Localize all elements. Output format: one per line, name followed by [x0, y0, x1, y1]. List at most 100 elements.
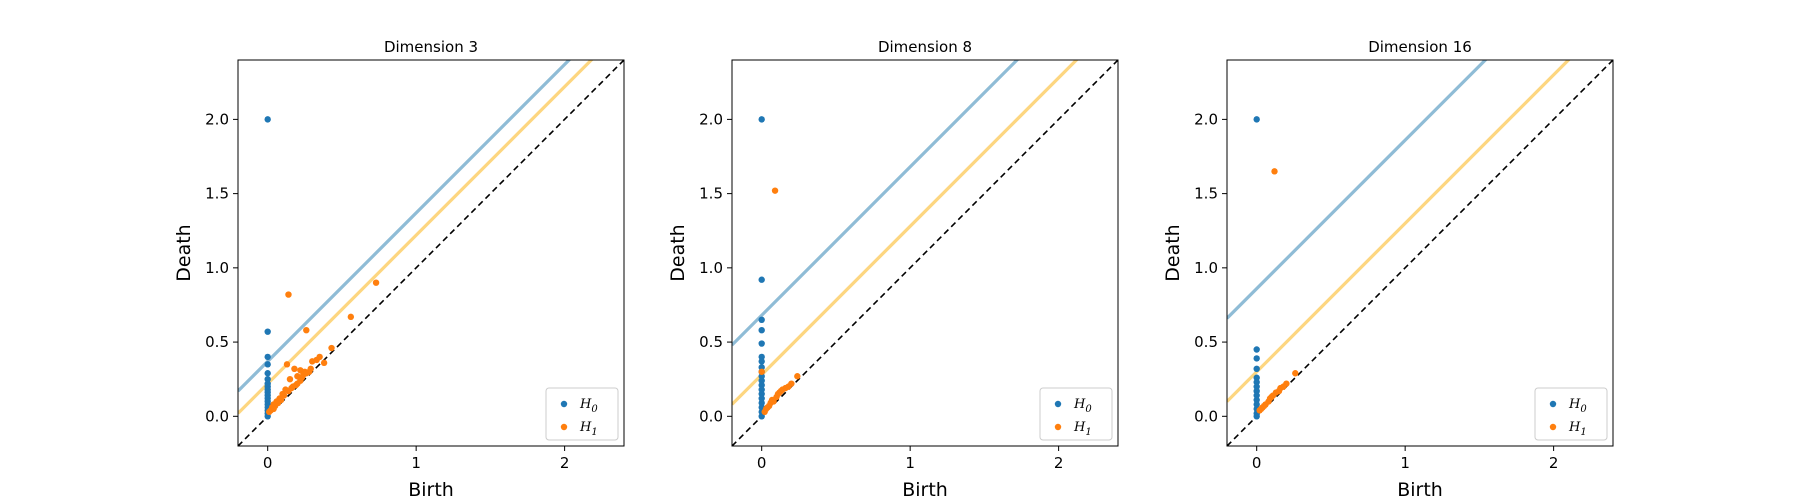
chart-title: Dimension 16: [1368, 38, 1472, 56]
x-tick-label: 0: [1252, 454, 1262, 472]
data-point-h0: [264, 353, 271, 361]
band-line-h1: [1227, 60, 1571, 403]
data-point-h1: [283, 361, 291, 368]
legend-label-h0: H0: [1568, 397, 1587, 415]
data-point-h0: [1253, 374, 1260, 381]
chart-title: Dimension 8: [878, 38, 972, 56]
data-point-h0: [758, 381, 765, 389]
diagonal-line: [732, 60, 1118, 446]
data-point-h0: [758, 395, 765, 402]
legend-marker-h1: [1549, 423, 1557, 431]
y-axis-label: Death: [1162, 224, 1184, 281]
y-tick-label: 0.0: [699, 407, 723, 425]
data-point-h0: [758, 386, 765, 393]
data-point-h1: [286, 375, 294, 383]
x-tick-label: 1: [905, 454, 915, 472]
diagonal-line: [1227, 60, 1613, 446]
axes-frame: [1226, 59, 1614, 447]
legend-label-h0: H0: [1073, 397, 1092, 415]
data-point-h1: [298, 374, 306, 381]
y-tick-label: 1.5: [1194, 185, 1218, 203]
data-point-h0: [1253, 413, 1260, 420]
x-axis-label: Birth: [902, 479, 948, 500]
data-point-h1: [758, 368, 765, 375]
data-point-h0: [1253, 346, 1260, 353]
data-point-h0: [758, 364, 765, 371]
data-point-h0: [1253, 116, 1260, 123]
x-axis-label: Birth: [408, 479, 454, 500]
data-point-h0: [758, 373, 765, 380]
data-point-h1: [291, 365, 298, 372]
data-point-h1: [771, 187, 779, 194]
y-tick-label: 0.5: [1194, 333, 1218, 351]
data-point-h1: [768, 396, 776, 404]
y-tick-label: 1.0: [205, 259, 229, 277]
persistence-plot-3: 0 1 2 0.0 0.5 1.0 1.5 2.0 Dimension 16 Birth Death…: [1162, 38, 1614, 500]
data-point-h0: [1253, 365, 1260, 372]
x-tick-label: 2: [1054, 454, 1064, 472]
data-point-h1: [1271, 168, 1278, 175]
y-tick-label: 0.0: [205, 407, 229, 425]
y-axis-label: Death: [173, 224, 195, 281]
y-tick-label: 2.0: [699, 110, 723, 128]
data-point-h1: [785, 383, 792, 390]
data-point-h0: [1253, 383, 1260, 390]
legend-label-h1: H1: [579, 420, 598, 438]
data-point-h0: [1253, 392, 1260, 399]
data-point-h1: [1256, 407, 1263, 414]
legend-marker-h0: [1054, 400, 1062, 408]
chart-title: Dimension 3: [384, 38, 478, 56]
data-point-h1: [1280, 383, 1287, 390]
data-point-h0: [758, 276, 765, 283]
plot-area: [732, 60, 1118, 446]
data-point-h1: [316, 353, 323, 361]
data-point-h1: [347, 313, 355, 321]
y-tick-label: 1.5: [205, 185, 229, 203]
x-tick-label: 2: [560, 454, 570, 472]
data-point-h1: [1266, 395, 1274, 402]
y-tick-label: 2.0: [1194, 110, 1218, 128]
data-point-h0: [758, 377, 765, 384]
data-point-h1: [285, 291, 292, 298]
legend-label-h1: H1: [1073, 420, 1092, 438]
x-tick-label: 2: [1549, 454, 1559, 472]
data-point-h1: [1292, 370, 1299, 377]
data-point-h1: [320, 359, 328, 367]
data-point-h0: [264, 361, 271, 368]
persistence-plot-1: 0 1 2 0.0 0.5 1.0 1.5 2.0 Dimension 3 Birth Death H…: [173, 38, 625, 500]
legend-marker-h1: [1054, 423, 1062, 431]
persistence-plot-2: 0 1 2 0.0 0.5 1.0 1.5 2.0 Dimension 8 Birth Death H…: [667, 38, 1119, 500]
data-point-h1: [307, 365, 314, 372]
x-tick-label: 1: [1400, 454, 1410, 472]
data-point-h0: [1253, 401, 1260, 408]
data-point-h0: [1253, 378, 1260, 386]
band-line-h0: [732, 60, 1020, 347]
data-point-h0: [264, 116, 271, 123]
y-tick-label: 1.0: [699, 259, 723, 277]
data-point-h0: [264, 370, 271, 377]
y-tick-label: 0.5: [699, 333, 723, 351]
data-point-h1: [794, 373, 801, 380]
data-point-h0: [1253, 396, 1260, 404]
series-h1: [758, 187, 801, 416]
data-point-h1: [265, 408, 273, 416]
data-point-h0: [758, 399, 765, 407]
data-point-h1: [761, 408, 768, 416]
x-axis-label: Birth: [1397, 479, 1443, 500]
data-point-h0: [758, 316, 765, 324]
series-h0: [264, 116, 271, 420]
data-point-h0: [758, 327, 765, 334]
data-point-h1: [303, 327, 310, 334]
x-tick-label: 0: [263, 454, 273, 472]
band-line-h0: [238, 60, 572, 393]
data-point-h1: [328, 344, 335, 352]
y-tick-label: 1.5: [699, 185, 723, 203]
data-point-h0: [758, 340, 765, 347]
data-point-h0: [1253, 355, 1260, 362]
data-point-h0: [758, 353, 765, 361]
data-point-h1: [303, 370, 310, 377]
